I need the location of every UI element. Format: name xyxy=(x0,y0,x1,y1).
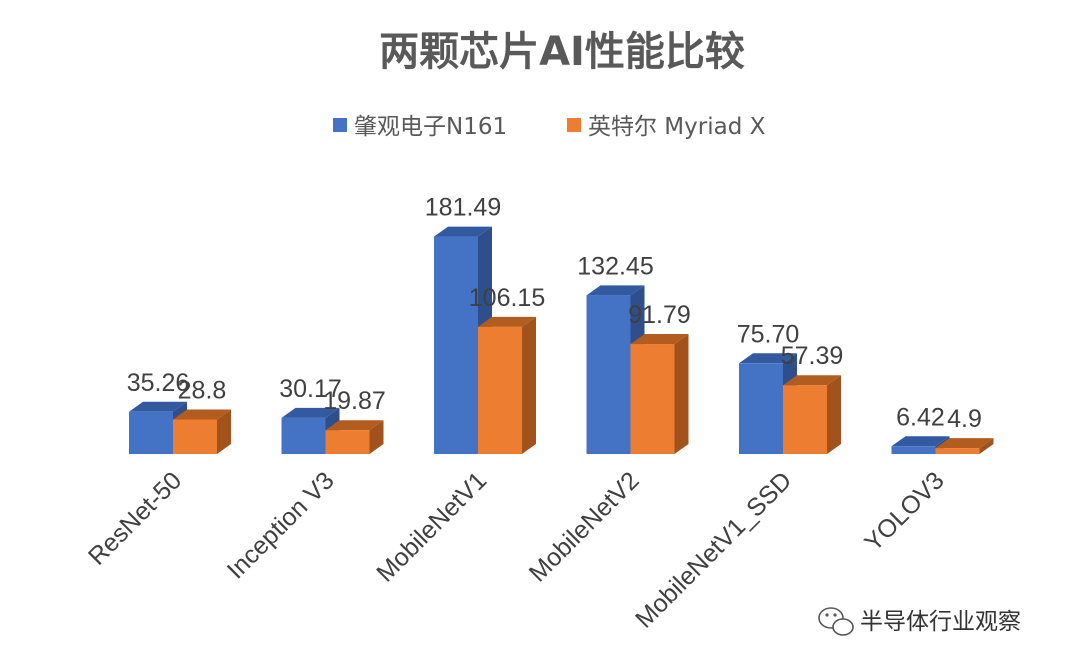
bar-top xyxy=(281,407,340,418)
chart-title: 两颗芯片AI性能比较 xyxy=(379,29,745,75)
x-tick-label-3: MobileNetV1 xyxy=(371,466,492,587)
bar-1-3 xyxy=(434,226,492,454)
bar-2-5 xyxy=(783,375,841,454)
bar-2-4 xyxy=(630,334,689,454)
bar-front xyxy=(434,236,478,454)
legend-label-series-1: 肇观电子N161 xyxy=(354,114,507,140)
bar-top xyxy=(129,401,187,412)
data-label-2-3: 106.15 xyxy=(469,284,545,312)
bar-front xyxy=(173,419,217,454)
bar-front xyxy=(739,363,783,454)
x-tick-label-6: YOLOV3 xyxy=(859,466,950,557)
bar-top xyxy=(325,420,384,431)
bar-front xyxy=(325,430,370,454)
watermark-text: 半导体行业观察 xyxy=(860,609,1021,635)
bar-top xyxy=(586,285,645,296)
bar-top xyxy=(783,375,841,386)
bar-2-1 xyxy=(173,409,231,454)
bar-2-2 xyxy=(325,420,384,454)
bar-side xyxy=(522,316,536,454)
bar-top xyxy=(173,409,231,420)
data-label-2-6: 4.9 xyxy=(947,405,982,433)
bar-front xyxy=(129,411,173,454)
bar-front xyxy=(586,295,631,454)
data-label-1-3: 181.49 xyxy=(425,194,501,222)
data-label-2-2: 19.87 xyxy=(323,387,386,415)
data-label-2-5: 57.39 xyxy=(781,342,844,370)
legend-label-series-2: 英特尔 Myriad X xyxy=(588,114,766,140)
bar-2-6 xyxy=(935,438,994,454)
data-label-1-6: 6.42 xyxy=(896,403,945,431)
bar-top xyxy=(891,436,950,447)
data-label-2-4: 91.79 xyxy=(628,301,691,329)
bar-side xyxy=(369,420,384,454)
data-label-1-1: 35.26 xyxy=(127,369,190,397)
bar-side xyxy=(979,438,994,454)
x-tick-label-5: MobileNetV1_SSD xyxy=(630,466,797,633)
legend: 肇观电子N161 英特尔 Myriad X xyxy=(333,114,766,140)
data-label-1-2: 30.17 xyxy=(279,375,342,403)
watermark: 半导体行业观察 xyxy=(818,607,1021,636)
bar-side xyxy=(827,375,841,454)
x-tick-label-1: ResNet-50 xyxy=(83,466,187,570)
bar-2-3 xyxy=(478,316,536,454)
bar-side xyxy=(674,334,689,454)
data-label-2-1: 28.8 xyxy=(178,376,227,404)
bar-top xyxy=(935,438,994,449)
legend-swatch-series-2 xyxy=(567,118,581,132)
bar-front xyxy=(891,446,936,454)
bar-top xyxy=(478,316,536,327)
data-label-1-4: 132.45 xyxy=(577,252,653,280)
bar-side xyxy=(217,409,231,454)
bar-top xyxy=(739,353,797,364)
bar-front xyxy=(935,448,980,454)
x-tick-label-2: Inception V3 xyxy=(222,466,340,584)
bar-front xyxy=(281,417,326,454)
bar-top xyxy=(630,334,689,345)
legend-swatch-series-1 xyxy=(333,118,347,132)
bar-top xyxy=(434,226,492,237)
data-label-1-5: 75.70 xyxy=(737,320,800,348)
bar-front xyxy=(783,385,827,454)
x-tick-label-4: MobileNetV2 xyxy=(524,466,645,587)
wechat-icon xyxy=(818,607,854,636)
bar-front xyxy=(478,326,522,454)
bar-front xyxy=(630,344,675,454)
